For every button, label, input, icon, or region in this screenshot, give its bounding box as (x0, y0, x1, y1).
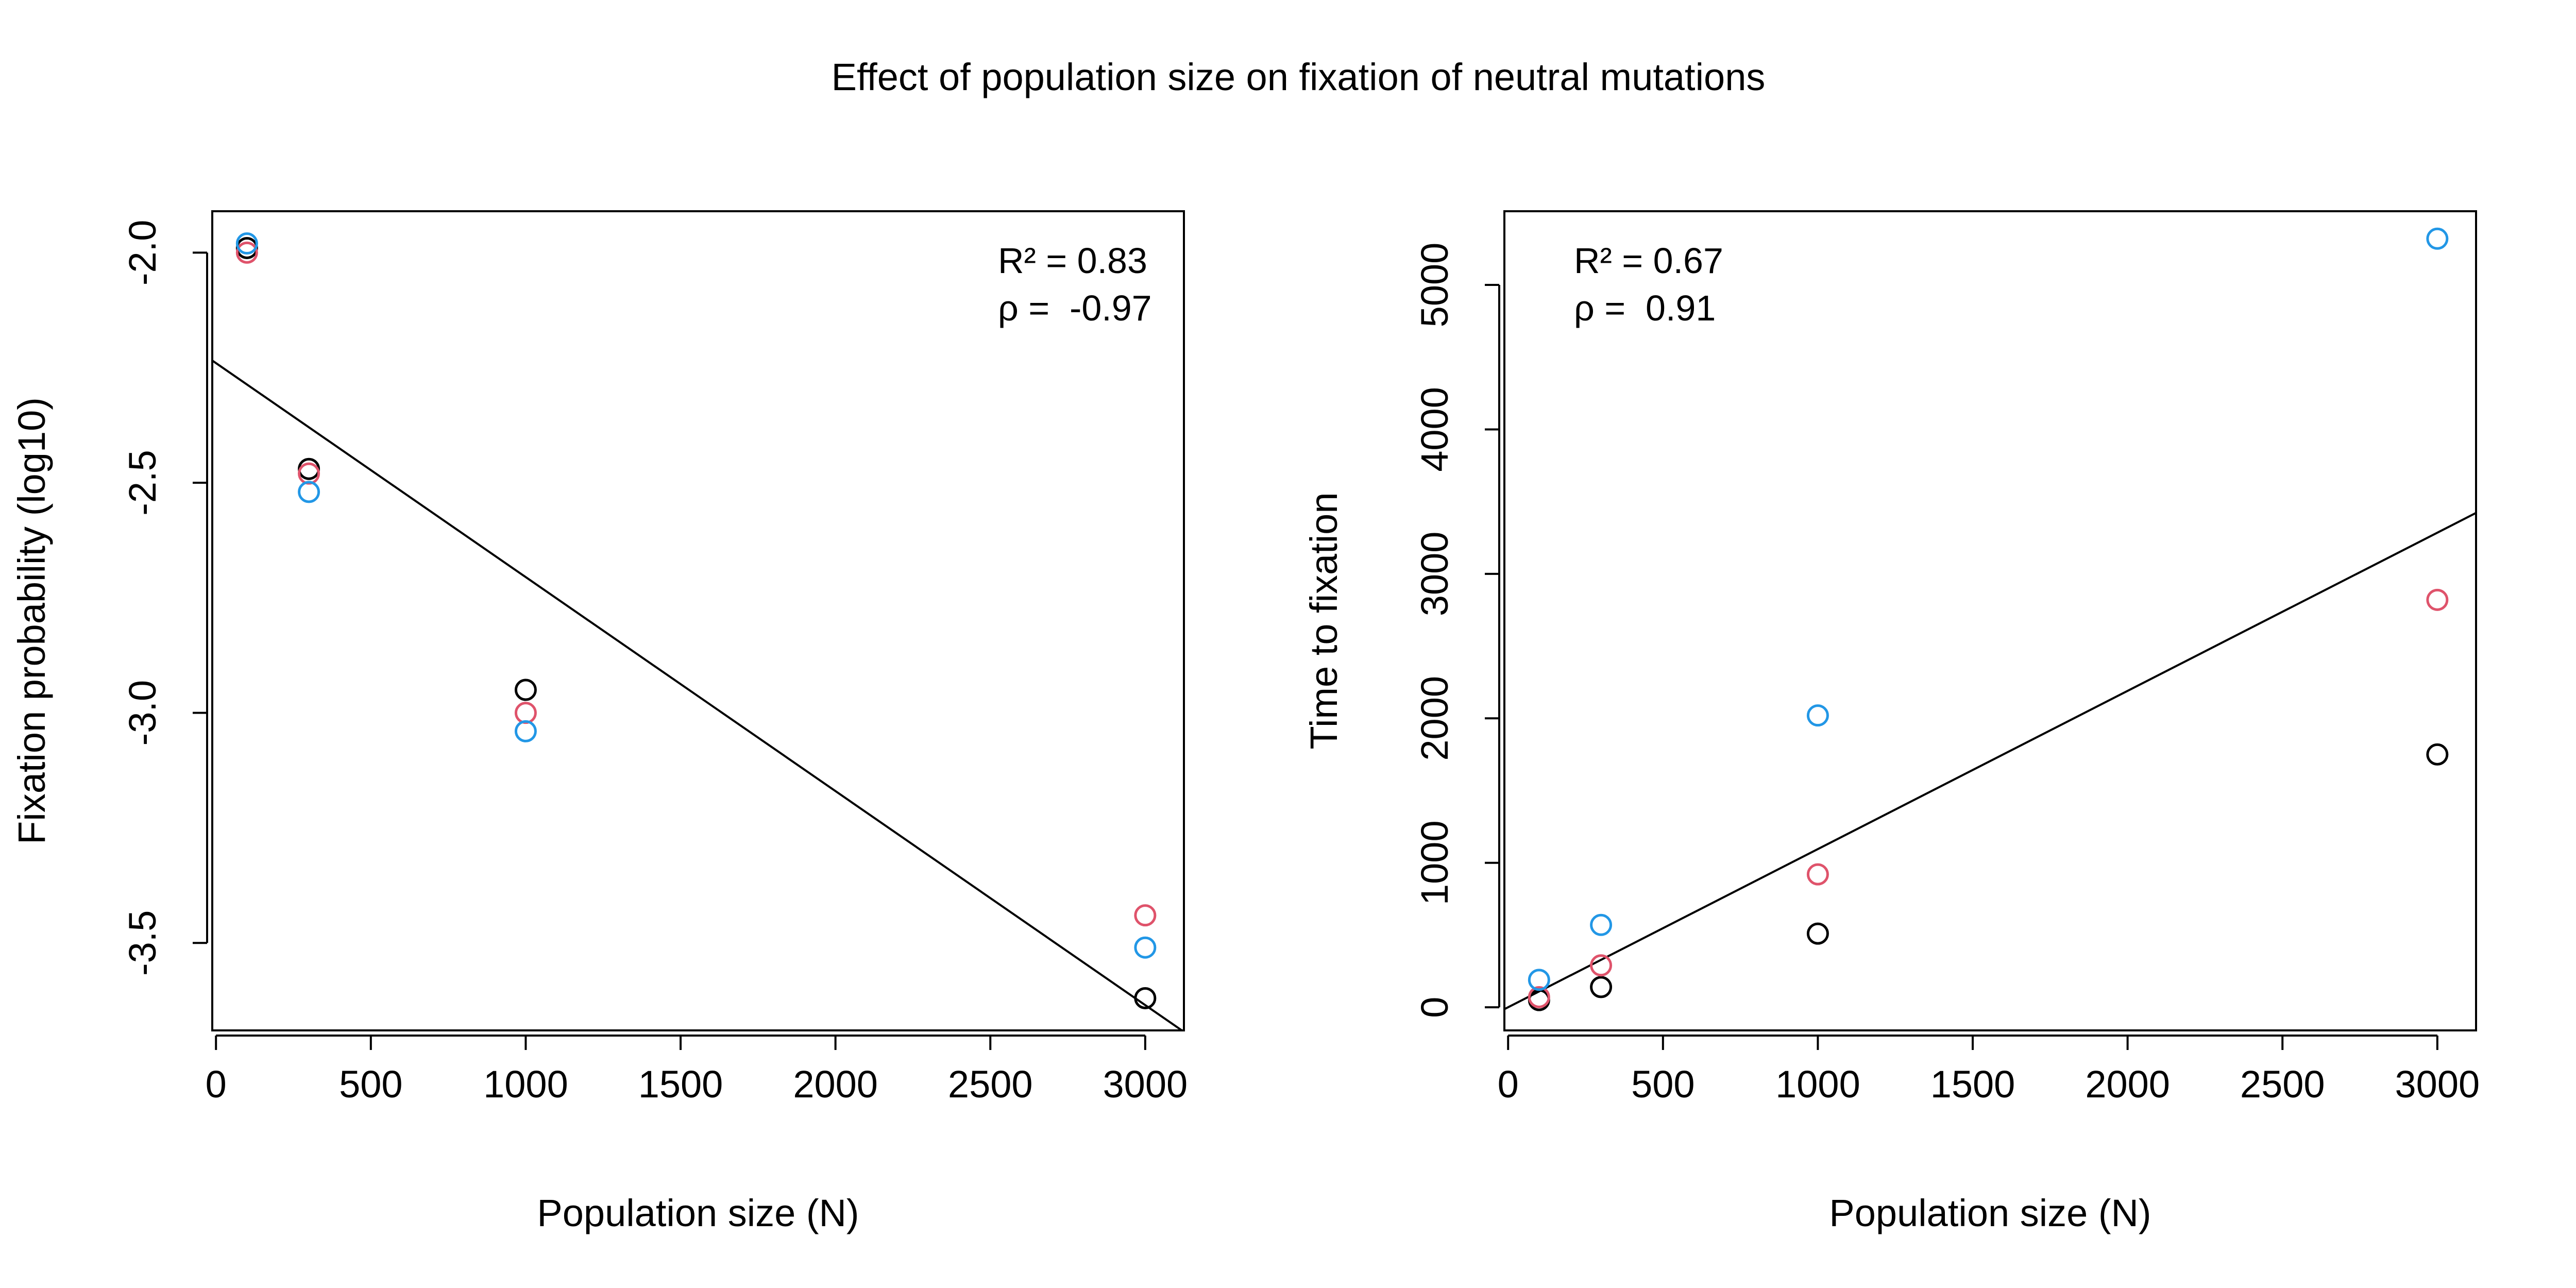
data-point (1134, 987, 1157, 1009)
data-point (2426, 588, 2449, 611)
data-point (1590, 913, 1613, 936)
figure-title: Effect of population size on fixation of… (832, 56, 1766, 98)
x-tick-label: 0 (1498, 1063, 1519, 1106)
data-point (298, 481, 320, 503)
x-tick-label: 2500 (2240, 1063, 2325, 1106)
y-tick-label: -2.5 (121, 450, 164, 516)
data-point (1806, 922, 1829, 945)
data-point (1528, 986, 1550, 1009)
data-point (298, 457, 320, 480)
data-point (514, 679, 537, 701)
y-tick-label: -3.0 (121, 680, 164, 746)
data-point (1806, 863, 1829, 886)
data-point (1806, 704, 1829, 727)
x-tick-label: 3000 (1103, 1063, 1188, 1106)
r-squared-annotation: R² = 0.67 (1574, 241, 1723, 281)
regression-line (212, 360, 1184, 1030)
data-point (235, 232, 258, 255)
left-panel-fixation-probability: 0 500 1000 1500 2000 2500 3000 -3.5 -3.0 -2.5 -2.0… (10, 210, 1188, 1234)
x-tick-label: 3000 (2395, 1063, 2480, 1106)
x-axis-label: Population size (N) (537, 1192, 859, 1234)
x-tick-label: 500 (339, 1063, 402, 1106)
plot-frame (1503, 210, 2477, 1031)
x-axis-label: Population size (N) (1829, 1192, 2151, 1234)
x-tick-label: 1000 (1775, 1063, 1860, 1106)
y-tick-label: 4000 (1413, 387, 1456, 472)
y-tick-label: 1000 (1413, 820, 1456, 905)
x-tick-label: 2500 (948, 1063, 1033, 1106)
x-tick-label: 0 (206, 1063, 227, 1106)
data-point (298, 462, 320, 485)
y-tick-label: -2.0 (121, 220, 164, 286)
x-tick-label: 1500 (1930, 1063, 2015, 1106)
y-tick-label: 3000 (1413, 532, 1456, 617)
x-tick-label: 500 (1631, 1063, 1694, 1106)
y-axis-label: Time to fixation (1302, 493, 1345, 750)
r-squared-annotation: R² = 0.83 (998, 241, 1147, 281)
x-tick-label: 1500 (638, 1063, 723, 1106)
y-tick-label: 2000 (1413, 676, 1456, 761)
y-axis-label: Fixation probability (log10) (10, 397, 53, 844)
y-tick-label: 5000 (1413, 243, 1456, 328)
data-point (2426, 227, 2449, 250)
data-point (514, 702, 537, 724)
x-tick-label: 2000 (793, 1063, 878, 1106)
y-tick-label: -3.5 (121, 910, 164, 976)
plot-frame (211, 210, 1185, 1031)
x-tick-label: 2000 (2085, 1063, 2170, 1106)
regression-line (1504, 512, 2476, 1010)
right-panel-time-to-fixation: 0 500 1000 1500 2000 2500 3000 0 1000 2000 3000 400… (1302, 210, 2480, 1234)
y-tick-label: 0 (1413, 997, 1456, 1018)
data-point (1528, 969, 1550, 991)
data-point (2426, 743, 2449, 766)
data-point (1134, 904, 1157, 927)
data-point (1134, 936, 1157, 959)
x-tick-label: 1000 (483, 1063, 568, 1106)
rho-annotation: ρ = -0.97 (998, 288, 1152, 328)
data-point (1590, 976, 1613, 998)
data-point (235, 241, 258, 264)
data-point (514, 720, 537, 742)
data-point (235, 236, 258, 259)
rho-annotation: ρ = 0.91 (1574, 288, 1716, 328)
data-point (1590, 954, 1613, 977)
